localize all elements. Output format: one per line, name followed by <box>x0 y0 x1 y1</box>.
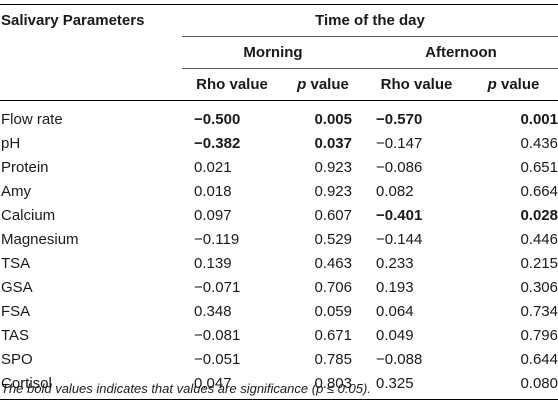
table-row: TSA 0.139 0.463 0.233 0.215 <box>0 251 558 275</box>
afternoon-p-cell: 0.306 <box>520 278 558 296</box>
morning-rho-cell: −0.119 <box>194 230 240 248</box>
table-footnote: The bold values indicates that values ar… <box>1 381 371 396</box>
afternoon-p-cell: 0.028 <box>520 206 558 224</box>
table-row: Cortisol 0.047 0.803 0.325 0.080 <box>0 371 558 400</box>
table-row: Amy 0.018 0.923 0.082 0.664 <box>0 179 558 203</box>
afternoon-p-header: p value <box>469 68 558 101</box>
morning-rho-cell: −0.500 <box>194 110 241 128</box>
afternoon-rho-cell: 0.193 <box>376 278 414 296</box>
morning-p-cell: 0.463 <box>314 254 352 272</box>
morning-p-cell: 0.037 <box>314 134 352 152</box>
table-body: Flow rate −0.500 0.005 −0.570 0.001 pH −0.382 0… <box>0 101 558 400</box>
morning-p-cell: 0.607 <box>314 206 352 224</box>
salivary-correlation-table: Salivary Parameters Time of the day Morn… <box>0 4 558 400</box>
morning-p-header: p value <box>282 68 364 101</box>
table-row: Protein 0.021 0.923 −0.086 0.651 <box>0 155 558 179</box>
morning-p-cell: 0.059 <box>314 302 352 320</box>
afternoon-p-cell: 0.436 <box>520 134 558 152</box>
morning-rho-cell: 0.018 <box>194 182 232 200</box>
parameter-name: TSA <box>1 254 31 272</box>
afternoon-p-cell: 0.644 <box>520 350 558 368</box>
morning-p-cell: 0.803 <box>282 371 364 400</box>
afternoon-rho-cell: −0.086 <box>376 158 423 176</box>
afternoon-rho-cell: 0.049 <box>376 326 414 344</box>
afternoon-rho-cell: −0.147 <box>376 134 423 152</box>
morning-p-cell: 0.005 <box>314 110 352 128</box>
table-row: FSA 0.348 0.059 0.064 0.734 <box>0 299 558 323</box>
morning-rho-cell: −0.382 <box>194 134 241 152</box>
afternoon-rho-cell: −0.088 <box>376 350 423 368</box>
parameter-name: Magnesium <box>1 230 79 248</box>
parameter-name: Flow rate <box>1 110 63 128</box>
table-row: Calcium 0.097 0.607 −0.401 0.028 <box>0 203 558 227</box>
afternoon-p-cell: 0.001 <box>520 110 558 128</box>
morning-rho-cell: 0.348 <box>194 302 232 320</box>
morning-rho-cell: 0.021 <box>194 158 232 176</box>
morning-rho-header: Rho value <box>182 68 282 101</box>
parameter-name: pH <box>1 134 21 152</box>
parameter-name: Protein <box>1 158 49 176</box>
column-header-parameters: Salivary Parameters <box>0 4 182 37</box>
period-header-afternoon: Afternoon <box>364 36 558 69</box>
table-row: Flow rate −0.500 0.005 −0.570 0.001 <box>0 101 558 132</box>
table-row: Magnesium −0.119 0.529 −0.144 0.446 <box>0 227 558 251</box>
afternoon-rho-cell: 0.082 <box>376 182 414 200</box>
afternoon-p-cell: 0.446 <box>520 230 558 248</box>
morning-p-cell: 0.706 <box>314 278 352 296</box>
table-row: GSA −0.071 0.706 0.193 0.306 <box>0 275 558 299</box>
afternoon-p-cell: 0.215 <box>520 254 558 272</box>
morning-p-cell: 0.785 <box>314 350 352 368</box>
morning-rho-cell: −0.051 <box>194 350 241 368</box>
morning-rho-cell: −0.071 <box>194 278 241 296</box>
afternoon-rho-cell: 0.325 <box>364 371 469 400</box>
table-row: pH −0.382 0.037 −0.147 0.436 <box>0 131 558 155</box>
table-row: TAS −0.081 0.671 0.049 0.796 <box>0 323 558 347</box>
parameter-name: FSA <box>1 302 31 320</box>
afternoon-p-cell: 0.651 <box>520 158 558 176</box>
morning-rho-cell: −0.081 <box>194 326 241 344</box>
afternoon-p-cell: 0.080 <box>469 371 558 400</box>
parameter-name: Cortisol <box>0 371 182 400</box>
period-header-morning: Morning <box>182 36 364 69</box>
afternoon-rho-header: Rho value <box>364 68 469 101</box>
morning-rho-cell: 0.047 <box>182 371 282 400</box>
morning-p-cell: 0.529 <box>314 230 352 248</box>
column-group-header-time: Time of the day <box>182 4 558 37</box>
parameter-name: TAS <box>1 326 30 344</box>
table-row: SPO −0.051 0.785 −0.088 0.644 <box>0 347 558 371</box>
afternoon-rho-cell: 0.233 <box>376 254 414 272</box>
parameter-name: SPO <box>1 350 33 368</box>
morning-rho-cell: 0.139 <box>194 254 232 272</box>
afternoon-rho-cell: −0.570 <box>376 110 423 128</box>
morning-rho-cell: 0.097 <box>194 206 232 224</box>
parameter-name: Calcium <box>1 206 56 224</box>
afternoon-rho-cell: 0.064 <box>376 302 414 320</box>
parameter-name: Amy <box>1 182 31 200</box>
morning-p-cell: 0.923 <box>314 182 352 200</box>
morning-p-cell: 0.671 <box>314 326 352 344</box>
afternoon-p-cell: 0.734 <box>520 302 558 320</box>
afternoon-p-cell: 0.796 <box>520 326 558 344</box>
parameter-name: GSA <box>1 278 33 296</box>
afternoon-p-cell: 0.664 <box>520 182 558 200</box>
morning-p-cell: 0.923 <box>314 158 352 176</box>
header-spacer <box>0 68 182 101</box>
afternoon-rho-cell: −0.144 <box>376 230 423 248</box>
afternoon-rho-cell: −0.401 <box>376 206 423 224</box>
header-spacer <box>0 37 182 69</box>
